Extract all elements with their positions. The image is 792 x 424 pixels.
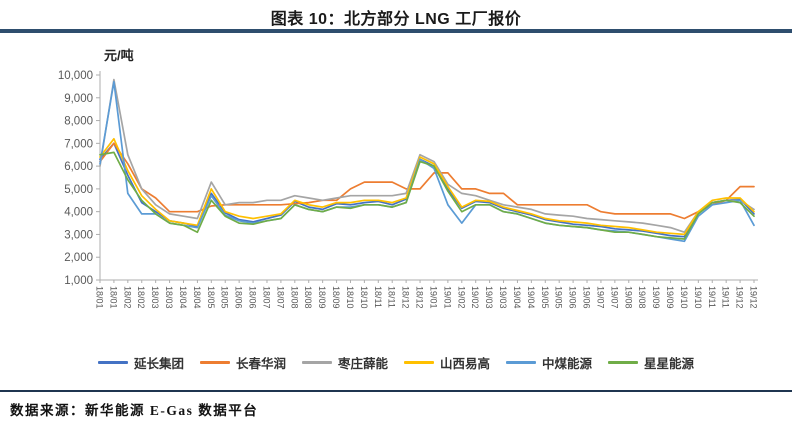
y-tick-label: 8,000 (64, 116, 93, 128)
x-tick-label: 18/12 (401, 286, 411, 309)
x-tick-label: 18/06 (248, 286, 258, 309)
x-tick-label: 19/08 (637, 286, 647, 309)
x-tick-label: 19/05 (540, 286, 550, 309)
x-tick-label: 19/03 (498, 286, 508, 309)
x-tick-label: 18/02 (136, 286, 146, 309)
x-tick-label: 19/06 (568, 286, 578, 309)
legend-line-marker (199, 361, 230, 364)
x-tick-label: 19/07 (595, 286, 605, 309)
x-tick-label: 19/08 (623, 286, 633, 309)
x-tick-label: 18/08 (289, 286, 299, 309)
x-tick-label: 19/09 (651, 286, 661, 309)
legend-item-2: 枣庄薛能 (301, 353, 388, 372)
series-line-3 (99, 137, 755, 236)
x-tick-label: 19/02 (470, 286, 480, 309)
x-tick-label: 18/12 (415, 286, 425, 309)
x-tick-label: 18/05 (220, 286, 230, 309)
x-tick-label: 18/11 (387, 286, 397, 308)
x-tick-label: 19/12 (749, 286, 759, 309)
x-tick-label: 18/04 (192, 286, 202, 309)
x-tick-label: 19/10 (693, 286, 703, 309)
series-line-1 (99, 142, 755, 220)
figure-title: 图表 10：北方部分 LNG 工厂报价 (270, 11, 522, 28)
y-tick-label: 4,000 (64, 207, 93, 219)
legend-label: 星星能源 (644, 357, 695, 371)
legend-line-marker (301, 361, 332, 364)
legend-item-4: 中煤能源 (506, 353, 592, 372)
x-tick-label: 18/01 (95, 286, 105, 309)
x-tick-label: 19/01 (442, 286, 452, 309)
legend-item-0: 延长集团 (97, 353, 184, 372)
x-tick-label: 18/02 (122, 286, 132, 309)
series-line-5 (99, 151, 755, 240)
legend-item-5: 星星能源 (608, 353, 694, 372)
x-tick-label: 19/01 (428, 286, 438, 309)
x-tick-label: 19/09 (665, 286, 675, 309)
footer-divider (0, 390, 792, 392)
title-divider (0, 29, 792, 33)
x-tick-label: 18/07 (261, 286, 271, 309)
x-tick-label: 18/03 (164, 286, 174, 309)
x-tick-label: 18/10 (345, 286, 355, 309)
legend-label: 山西易高 (440, 357, 491, 371)
series-line-2 (99, 78, 755, 234)
x-tick-label: 19/03 (484, 286, 494, 309)
y-tick-label: 2,000 (64, 252, 93, 264)
legend-label: 长春华润 (235, 357, 286, 371)
x-tick-label: 19/02 (456, 286, 466, 309)
legend-label: 延长集团 (133, 357, 184, 371)
x-tick-label: 19/07 (609, 286, 619, 309)
y-tick-label: 3,000 (64, 229, 93, 241)
legend-label: 枣庄薛能 (337, 357, 388, 371)
x-tick-label: 18/03 (150, 286, 160, 309)
y-tick-label: 10,000 (58, 70, 93, 82)
x-tick-label: 18/06 (234, 286, 244, 309)
legend-label: 中煤能源 (542, 357, 593, 371)
x-tick-label: 19/05 (554, 286, 564, 309)
y-tick-label: 6,000 (64, 161, 93, 173)
y-tick-label: 7,000 (64, 138, 93, 150)
line-chart: 元/吨 1,000 2,000 3,000 4,000 5,000 6,000 7,000 8,… (0, 34, 792, 350)
x-tick-label: 18/07 (275, 286, 285, 309)
x-tick-label: 18/04 (178, 286, 188, 309)
legend-line-marker (404, 361, 434, 364)
x-tick-label: 18/09 (331, 286, 341, 309)
x-tick-label: 18/09 (317, 286, 327, 309)
y-tick-label: 5,000 (64, 184, 93, 196)
chart-legend: 延长集团 长春华润 枣庄薛能 山西易高 中煤能源 星星能源 (0, 353, 792, 372)
x-tick-label: 18/11 (373, 286, 383, 308)
x-tick-label: 18/05 (206, 286, 216, 309)
y-axis-unit-label: 元/吨 (104, 48, 134, 63)
data-source: 数据来源：新华能源 E-Gas 数据平台 (10, 403, 259, 418)
legend-item-1: 长春华润 (199, 353, 286, 372)
x-tick-label: 19/11 (721, 286, 731, 308)
legend-item-3: 山西易高 (404, 353, 490, 372)
x-tick-label: 19/12 (735, 286, 745, 309)
x-tick-label: 19/11 (707, 286, 717, 308)
legend-line-marker (608, 361, 639, 364)
chart-canvas: 元/吨 1,000 2,000 3,000 4,000 5,000 6,000 7,000 8,… (58, 48, 759, 309)
x-tick-label: 19/04 (526, 286, 536, 309)
x-tick-label: 19/10 (679, 286, 689, 309)
x-tick-label: 19/04 (512, 286, 522, 309)
y-tick-label: 9,000 (64, 93, 93, 105)
legend-line-marker (97, 361, 128, 364)
y-tick-label: 1,000 (64, 275, 93, 287)
x-tick-label: 18/01 (108, 286, 118, 309)
legend-line-marker (506, 361, 537, 364)
x-tick-label: 18/08 (303, 286, 313, 309)
x-tick-label: 19/06 (582, 286, 592, 309)
x-tick-label: 18/10 (359, 286, 369, 309)
